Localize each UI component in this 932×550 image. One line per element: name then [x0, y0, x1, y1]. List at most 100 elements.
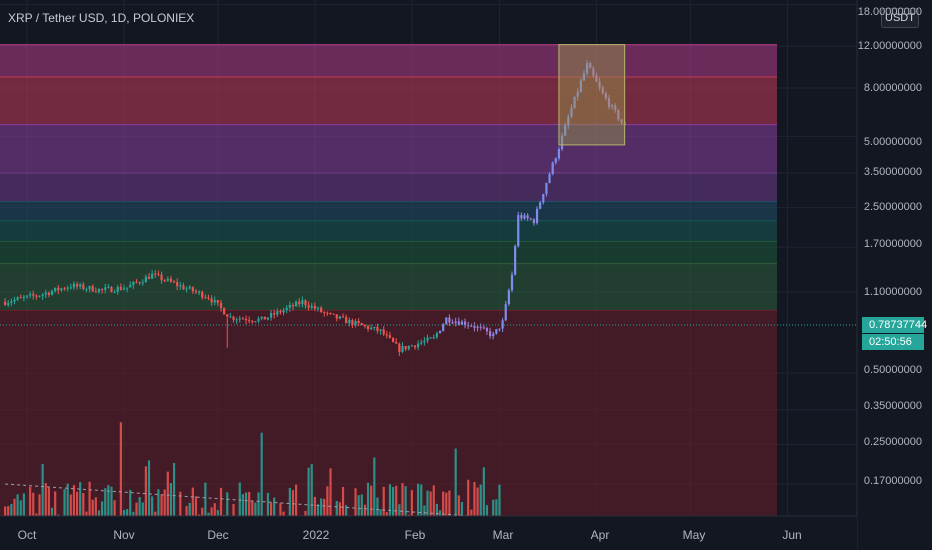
candle-body [607, 98, 611, 107]
volume-bar [104, 488, 107, 516]
candle-body [473, 325, 476, 328]
candle-body [179, 285, 182, 287]
candle-body [488, 331, 492, 337]
candle-body [482, 327, 485, 329]
candle-body [119, 286, 122, 290]
volume-bar [223, 514, 226, 516]
volume-bar [135, 502, 138, 516]
candle-body [567, 116, 570, 126]
volume-bar [426, 490, 429, 516]
candle-body [147, 276, 151, 279]
candle-body [273, 313, 276, 315]
candle-body [595, 75, 598, 82]
candle-body [579, 80, 582, 92]
volume-bar [467, 479, 470, 516]
candle-body [520, 214, 523, 219]
volume-bar [169, 483, 173, 516]
candle-body [291, 304, 295, 307]
candle-body [176, 282, 179, 287]
candle-body [432, 337, 435, 339]
candle-body [564, 125, 567, 136]
candle-body [467, 325, 470, 327]
candle-body [582, 73, 586, 81]
candle-body [620, 119, 623, 123]
candle-body [542, 193, 545, 203]
candle-body [63, 288, 66, 290]
candle-body [341, 316, 345, 318]
candle-body [354, 320, 357, 326]
candle-body [269, 313, 273, 318]
candle-body [313, 305, 316, 309]
volume-bar [398, 504, 401, 516]
candle-body [345, 317, 348, 324]
fib-zone [0, 263, 777, 311]
candle-body [501, 320, 504, 329]
candle-body [219, 302, 223, 308]
candle-body [197, 291, 201, 293]
volume-bar [13, 498, 16, 516]
volume-bar [326, 486, 329, 516]
price-label: 2.50000000 [863, 201, 922, 213]
volume-bar [354, 488, 357, 516]
volume-bar [476, 487, 479, 516]
volume-bar [382, 486, 385, 516]
candle-body [523, 215, 526, 219]
candle-body [410, 345, 413, 347]
candle-body [157, 273, 160, 275]
volume-bar [19, 500, 22, 516]
price-label: 0.35000000 [863, 400, 922, 412]
volume-bar [291, 490, 295, 516]
volume-bar [479, 484, 482, 516]
volume-bar [485, 505, 489, 516]
volume-bar [379, 509, 382, 516]
candle-body [248, 320, 251, 322]
candle-body [244, 318, 248, 321]
candle-body [207, 297, 210, 299]
candle-body [495, 329, 498, 334]
volume-bar [244, 492, 248, 516]
volume-bar [119, 422, 122, 516]
volume-bar [323, 498, 326, 516]
candle-body [29, 294, 32, 296]
volume-bar [69, 494, 72, 516]
currency-unit-button[interactable]: USDT [881, 8, 919, 28]
candle-body [100, 288, 104, 290]
candle-body [85, 288, 88, 290]
price-label: 5.00000000 [863, 136, 922, 148]
candle-body [144, 276, 148, 283]
overlays [0, 44, 857, 530]
volume-bar [122, 510, 126, 516]
volume-bar [213, 503, 216, 516]
fib-zone [0, 77, 777, 125]
fib-zone [0, 220, 777, 242]
price-label: 1.10000000 [863, 286, 922, 298]
countdown-tag: 02:50:56 [862, 334, 924, 350]
price-label-top: 18.00000000 [857, 6, 922, 18]
candle-body [3, 301, 7, 305]
candle-body [16, 297, 19, 300]
time-label: Jun [782, 528, 802, 542]
volume-bar [191, 487, 194, 516]
volume-bar [266, 492, 270, 516]
candle-body [50, 291, 54, 295]
candle-body [194, 291, 198, 293]
volume-bar [288, 487, 291, 516]
candle-body [38, 295, 41, 297]
candle-body [216, 300, 219, 303]
candle-body [41, 294, 44, 296]
candle-body [470, 325, 473, 327]
candle-body [254, 321, 257, 323]
volume-bar [448, 490, 451, 516]
volume-bar [320, 498, 323, 516]
volume-bar [75, 491, 79, 516]
candle-body [263, 316, 266, 320]
candle-body [407, 345, 410, 350]
candle-body [357, 320, 360, 324]
candle-body [310, 305, 313, 308]
candle-body [514, 246, 517, 275]
candle-body [304, 300, 307, 306]
volume-bar [204, 482, 207, 516]
volume-bar [391, 487, 395, 516]
volume-bar [251, 500, 254, 516]
